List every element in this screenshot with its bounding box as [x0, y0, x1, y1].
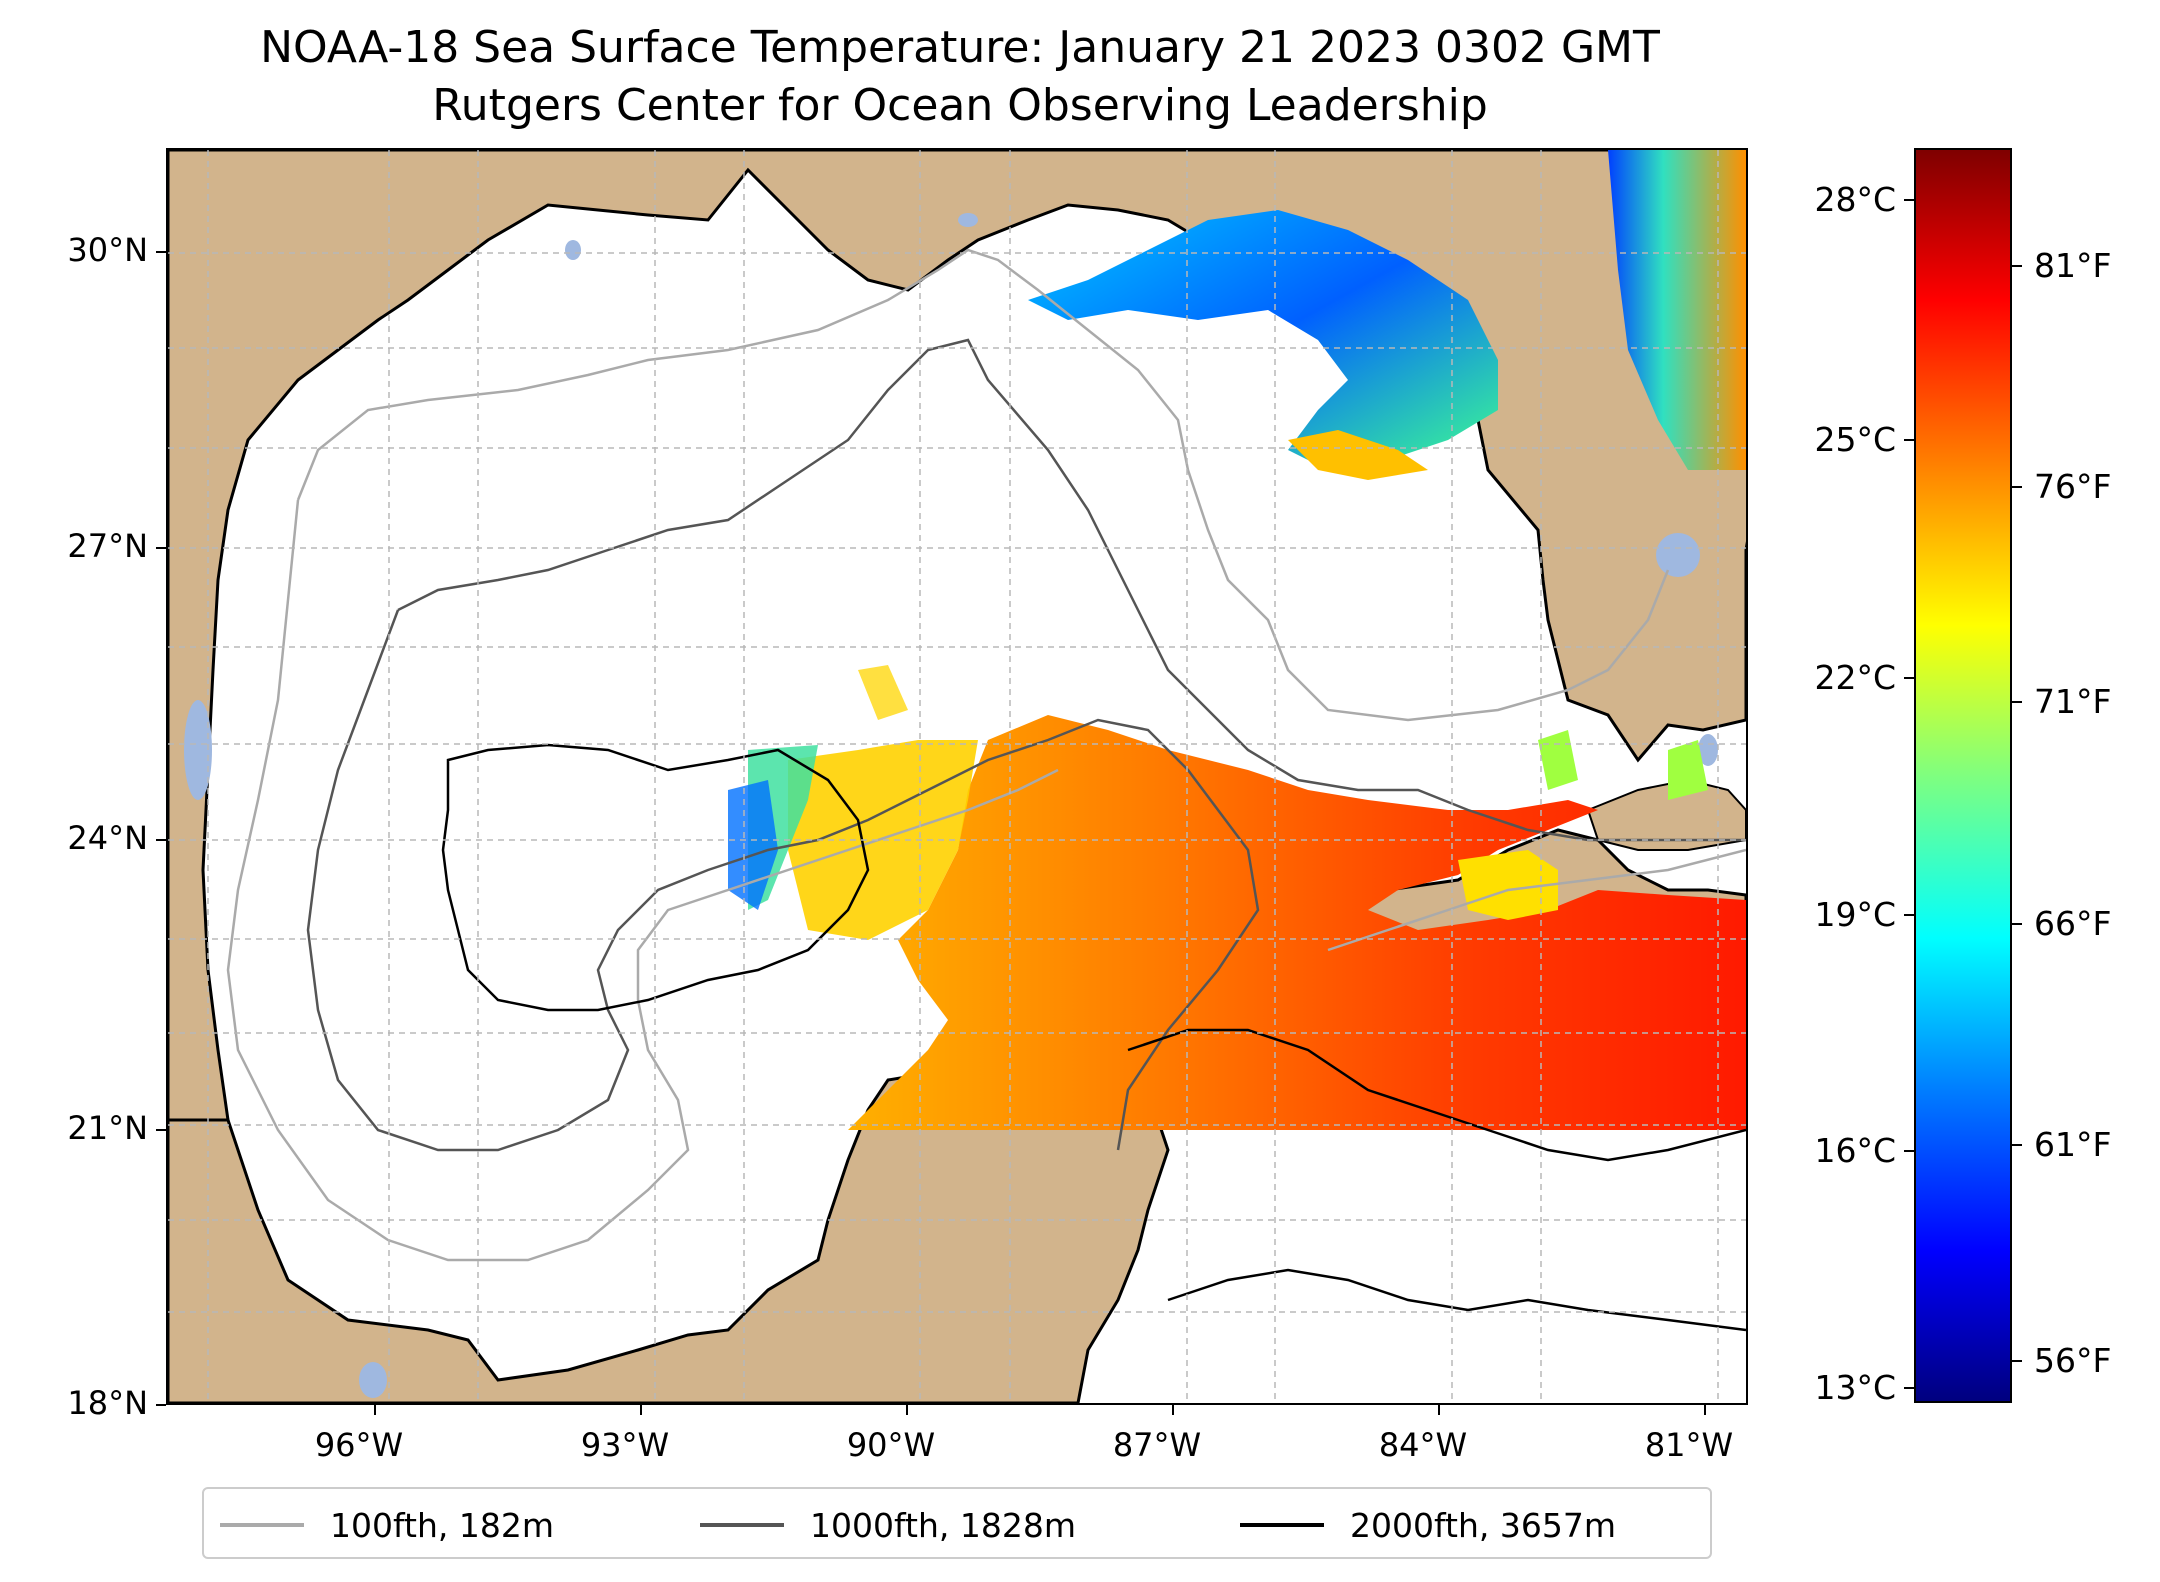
- graticule: [168, 150, 1746, 1403]
- chart-title: NOAA-18 Sea Surface Temperature: January…: [260, 22, 1660, 73]
- bathymetry-legend: 100fth, 182m 1000fth, 1828m 2000fth, 365…: [202, 1487, 1712, 1559]
- colorbar-label-81f: 81°F: [2034, 246, 2112, 285]
- legend-label-2000fth: 2000fth, 3657m: [1350, 1505, 1616, 1545]
- colorbar-label-25c: 25°C: [1814, 420, 1896, 459]
- colorbar-tick: [1904, 677, 1914, 679]
- sst-yellow-cuba-shelf: [1458, 850, 1558, 920]
- colorbar-label-19c: 19°C: [1814, 895, 1896, 934]
- colorbar-tick: [2012, 701, 2022, 703]
- map-canvas: [168, 150, 1746, 1403]
- sst-map: [166, 148, 1748, 1405]
- colorbar-tick: [2012, 1144, 2022, 1146]
- colorbar-tick: [2012, 486, 2022, 488]
- colorbar-label-22c: 22°C: [1814, 658, 1896, 697]
- colorbar-tick: [1904, 199, 1914, 201]
- legend-label-1000fth: 1000fth, 1828m: [810, 1505, 1076, 1545]
- colorbar-tick: [1904, 1150, 1914, 1152]
- lat-tick: [156, 1129, 166, 1131]
- colorbar-label-61f: 61°F: [2034, 1125, 2112, 1164]
- land-north-coast: [168, 150, 1746, 1122]
- lat-tick: [156, 839, 166, 841]
- lakes: [184, 213, 1718, 1398]
- colorbar-tick: [1904, 914, 1914, 916]
- temperature-colorbar: [1914, 148, 2012, 1403]
- legend-item-2000fth: 2000fth, 3657m: [1240, 1489, 1616, 1561]
- lat-tick: [156, 1404, 166, 1406]
- lon-label-87w: 87°W: [1112, 1426, 1202, 1464]
- sst-warm-south: [848, 715, 1746, 1130]
- legend-item-1000fth: 1000fth, 1828m: [700, 1489, 1076, 1561]
- lon-label-81w: 81°W: [1644, 1426, 1734, 1464]
- lon-label-96w: 96°W: [314, 1426, 404, 1464]
- colorbar-label-13c: 13°C: [1814, 1368, 1896, 1407]
- sst-cold-northeast: [1028, 210, 1498, 470]
- lat-label-30n: 30°N: [67, 231, 148, 269]
- lat-label-18n: 18°N: [67, 1384, 148, 1422]
- lat-tick: [156, 547, 166, 549]
- legend-swatch-100fth: [220, 1523, 304, 1527]
- land-west-mexico: [168, 1058, 1170, 1403]
- lon-tick: [374, 1405, 376, 1415]
- colorbar-label-76f: 76°F: [2034, 467, 2112, 506]
- colorbar-tick: [1904, 439, 1914, 441]
- colorbar-tick: [2012, 1360, 2022, 1362]
- lat-label-24n: 24°N: [67, 819, 148, 857]
- lon-label-90w: 90°W: [846, 1426, 936, 1464]
- contour-100fth: [226, 248, 1746, 1262]
- legend-item-100fth: 100fth, 182m: [220, 1489, 554, 1561]
- colorbar-label-66f: 66°F: [2034, 904, 2112, 943]
- colorbar-label-56f: 56°F: [2034, 1341, 2112, 1380]
- legend-swatch-1000fth: [700, 1523, 784, 1527]
- sst-warm-westflorida: [1288, 430, 1428, 480]
- colorbar-label-71f: 71°F: [2034, 682, 2112, 721]
- colorbar-label-16c: 16°C: [1814, 1131, 1896, 1170]
- legend-swatch-2000fth: [1240, 1523, 1324, 1527]
- contour-1000fth: [306, 338, 1746, 1152]
- sst-green-patches: [1538, 730, 1708, 800]
- lon-tick: [1438, 1405, 1440, 1415]
- colorbar-label-28c: 28°C: [1814, 180, 1896, 219]
- lat-label-27n: 27°N: [67, 527, 148, 565]
- chart-subtitle: Rutgers Center for Ocean Observing Leade…: [432, 80, 1488, 131]
- lat-label-21n: 21°N: [67, 1109, 148, 1147]
- lon-label-93w: 93°W: [580, 1426, 670, 1464]
- land-bahamas: [1586, 778, 1746, 851]
- sst-florida-east: [1608, 150, 1746, 470]
- colorbar-tick: [2012, 923, 2022, 925]
- sst-yellow-scatter: [858, 665, 908, 720]
- lon-tick: [906, 1405, 908, 1415]
- lon-label-84w: 84°W: [1378, 1426, 1468, 1464]
- legend-label-100fth: 100fth, 182m: [330, 1505, 554, 1545]
- lon-tick: [640, 1405, 642, 1415]
- colorbar-tick: [2012, 265, 2022, 267]
- lon-tick: [1704, 1405, 1706, 1415]
- contour-2000fth: [441, 743, 1746, 1332]
- colorbar-tick: [1904, 1387, 1914, 1389]
- lon-tick: [1172, 1405, 1174, 1415]
- lat-tick: [156, 251, 166, 253]
- bathymetry-contours: [226, 248, 1746, 1332]
